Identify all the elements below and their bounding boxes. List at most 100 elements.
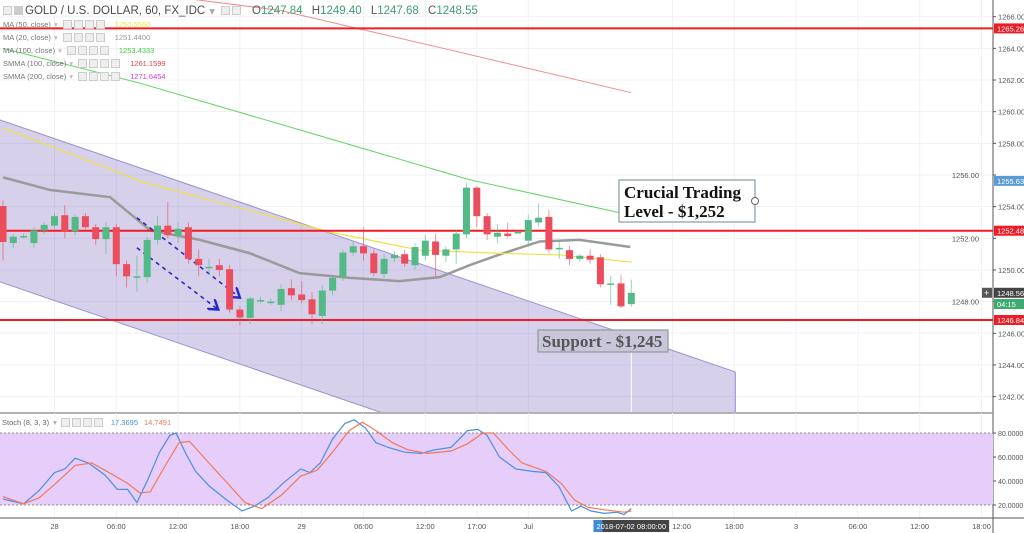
crucial-level-box [618, 179, 756, 223]
price-badge-label: 1265.26 [997, 24, 1024, 33]
drag-handle-icon[interactable] [751, 197, 759, 205]
indicator-more-icon[interactable] [88, 46, 98, 55]
indicator-value: 1271.6454 [130, 72, 166, 81]
candle-body [493, 232, 501, 237]
indicator-remove-icon[interactable] [111, 59, 121, 68]
indicator-hide-icon[interactable] [77, 46, 87, 55]
dropdown-icon[interactable]: ▾ [209, 5, 216, 18]
candle-body [524, 220, 532, 241]
symbol-title[interactable]: GOLD / U.S. DOLLAR, 60, FX_IDC [25, 4, 206, 17]
stoch-line-k [2, 419, 632, 516]
indicator-settings-icon[interactable] [66, 46, 76, 55]
candle-body [123, 264, 131, 277]
price-tick-label: 1262.00 [998, 76, 1024, 85]
time-tick-label: 28 [50, 522, 58, 531]
candle-body [308, 299, 316, 315]
indicator-remove-icon[interactable] [99, 46, 109, 55]
indicator-settings-icon[interactable] [62, 33, 72, 42]
stoch-legend: Stoch (8, 3, 3) ▾ 17.3695 14.7491 [2, 418, 171, 427]
indicator-dropdown-icon[interactable]: ▾ [58, 46, 62, 55]
indicator-hide-icon[interactable] [73, 33, 83, 42]
candle-body [298, 294, 306, 301]
crucial-level-text-line2: Level - $1,252 [624, 202, 725, 221]
candle-body [329, 277, 337, 291]
crosshair-time-label: 2018-07-02 08:00:00 [596, 522, 666, 531]
indicator-more-icon[interactable] [84, 20, 94, 29]
stoch-band-fill [0, 433, 993, 505]
collapse-icon[interactable] [3, 6, 12, 15]
candle-body [380, 258, 388, 274]
candle-body [596, 257, 604, 285]
candle-body [9, 236, 17, 244]
indicator-label[interactable]: MA (100, close) [3, 46, 56, 55]
price-tick-label: 1258.00 [998, 139, 1024, 148]
stoch-label[interactable]: Stoch (8, 3, 3) [2, 418, 50, 427]
price-badge [994, 299, 1024, 310]
indicator-row: MA (100, close) ▾ 1253.4333 [3, 44, 478, 57]
candle-body [61, 215, 69, 232]
candle-body [226, 269, 234, 310]
plus-icon: + [984, 288, 989, 298]
candle-body [349, 246, 357, 253]
indicator-value: 1250.5560 [114, 20, 151, 29]
hide-icon[interactable] [232, 6, 242, 15]
stoch-more-icon[interactable] [82, 418, 92, 427]
candle-body [545, 216, 553, 250]
indicator-dropdown-icon[interactable]: ▾ [53, 20, 58, 29]
support-box [537, 329, 669, 353]
indicator-label[interactable]: SMMA (100, close) [3, 59, 67, 68]
crosshair-time-badge [593, 520, 670, 532]
indicator-row: MA (20, close) ▾ 1251.4400 [3, 31, 478, 44]
stoch-line-d [2, 421, 632, 513]
indicator-hide-icon[interactable] [89, 59, 99, 68]
price-tick-label: 1246.00 [998, 329, 1024, 338]
candle-body [174, 228, 182, 236]
add-alert-button[interactable] [982, 287, 992, 298]
stoch-dropdown-icon[interactable]: ▾ [53, 418, 57, 427]
indicator-dropdown-icon[interactable]: ▾ [69, 59, 74, 68]
indicator-label[interactable]: MA (20, close) [3, 33, 51, 42]
candle-body [205, 266, 213, 269]
indicator-row: MA (50, close) ▾ 1250.5560 [3, 18, 478, 31]
price-tick-label: 1242.00 [998, 393, 1024, 402]
indicator-label[interactable]: SMMA (200, close) [3, 72, 67, 81]
indicator-settings-icon[interactable] [78, 72, 88, 81]
indicator-hide-icon[interactable] [89, 72, 99, 81]
indicator-more-icon[interactable] [84, 33, 94, 42]
candle-body [432, 241, 440, 255]
stoch-tick-label: 20.0000 [998, 503, 1023, 510]
indicator-settings-icon[interactable] [62, 20, 72, 29]
candle-body [30, 230, 38, 244]
candle-body [627, 292, 635, 305]
indicator-settings-icon[interactable] [78, 59, 88, 68]
indicator-dropdown-icon[interactable]: ▾ [53, 33, 58, 42]
indicator-more-icon[interactable] [100, 59, 110, 68]
indicator-label[interactable]: MA (50, close) [3, 20, 51, 29]
close-label: C [428, 4, 437, 17]
stoch-hide-icon[interactable] [71, 418, 81, 427]
indicator-more-icon[interactable] [100, 72, 110, 81]
candle-body [20, 235, 28, 238]
settings-icon[interactable] [221, 6, 231, 15]
price-badge [994, 315, 1024, 326]
candle-body [236, 309, 244, 318]
ohlc-values: O1247.84 H1249.40 L1247.68 C1248.55 [246, 5, 478, 17]
symbol-row: GOLD / U.S. DOLLAR, 60, FX_IDC ▾ O1247.8… [3, 3, 478, 18]
indicator-remove-icon[interactable] [95, 33, 105, 42]
indicator-remove-icon[interactable] [111, 72, 121, 81]
stoch-remove-icon[interactable] [93, 418, 103, 427]
stoch-settings-icon[interactable] [60, 418, 70, 427]
support-text: Support - $1,245 [542, 332, 662, 351]
chart-legend: GOLD / U.S. DOLLAR, 60, FX_IDC ▾ O1247.8… [3, 3, 478, 83]
indicator-dropdown-icon[interactable]: ▾ [69, 72, 74, 81]
candle-body [51, 216, 58, 226]
indicator-rows: MA (50, close) ▾ 1250.5560 MA (20, close) ▾ 1… [3, 18, 478, 83]
moving-average-line [2, 127, 632, 263]
price-tick-label: 1256.00 [952, 171, 979, 180]
time-tick-label: 29 [298, 522, 306, 531]
time-tick-label: 06:00 [107, 522, 126, 531]
indicator-remove-icon[interactable] [95, 20, 105, 29]
price-badge [994, 287, 1024, 298]
indicator-hide-icon[interactable] [73, 20, 83, 29]
